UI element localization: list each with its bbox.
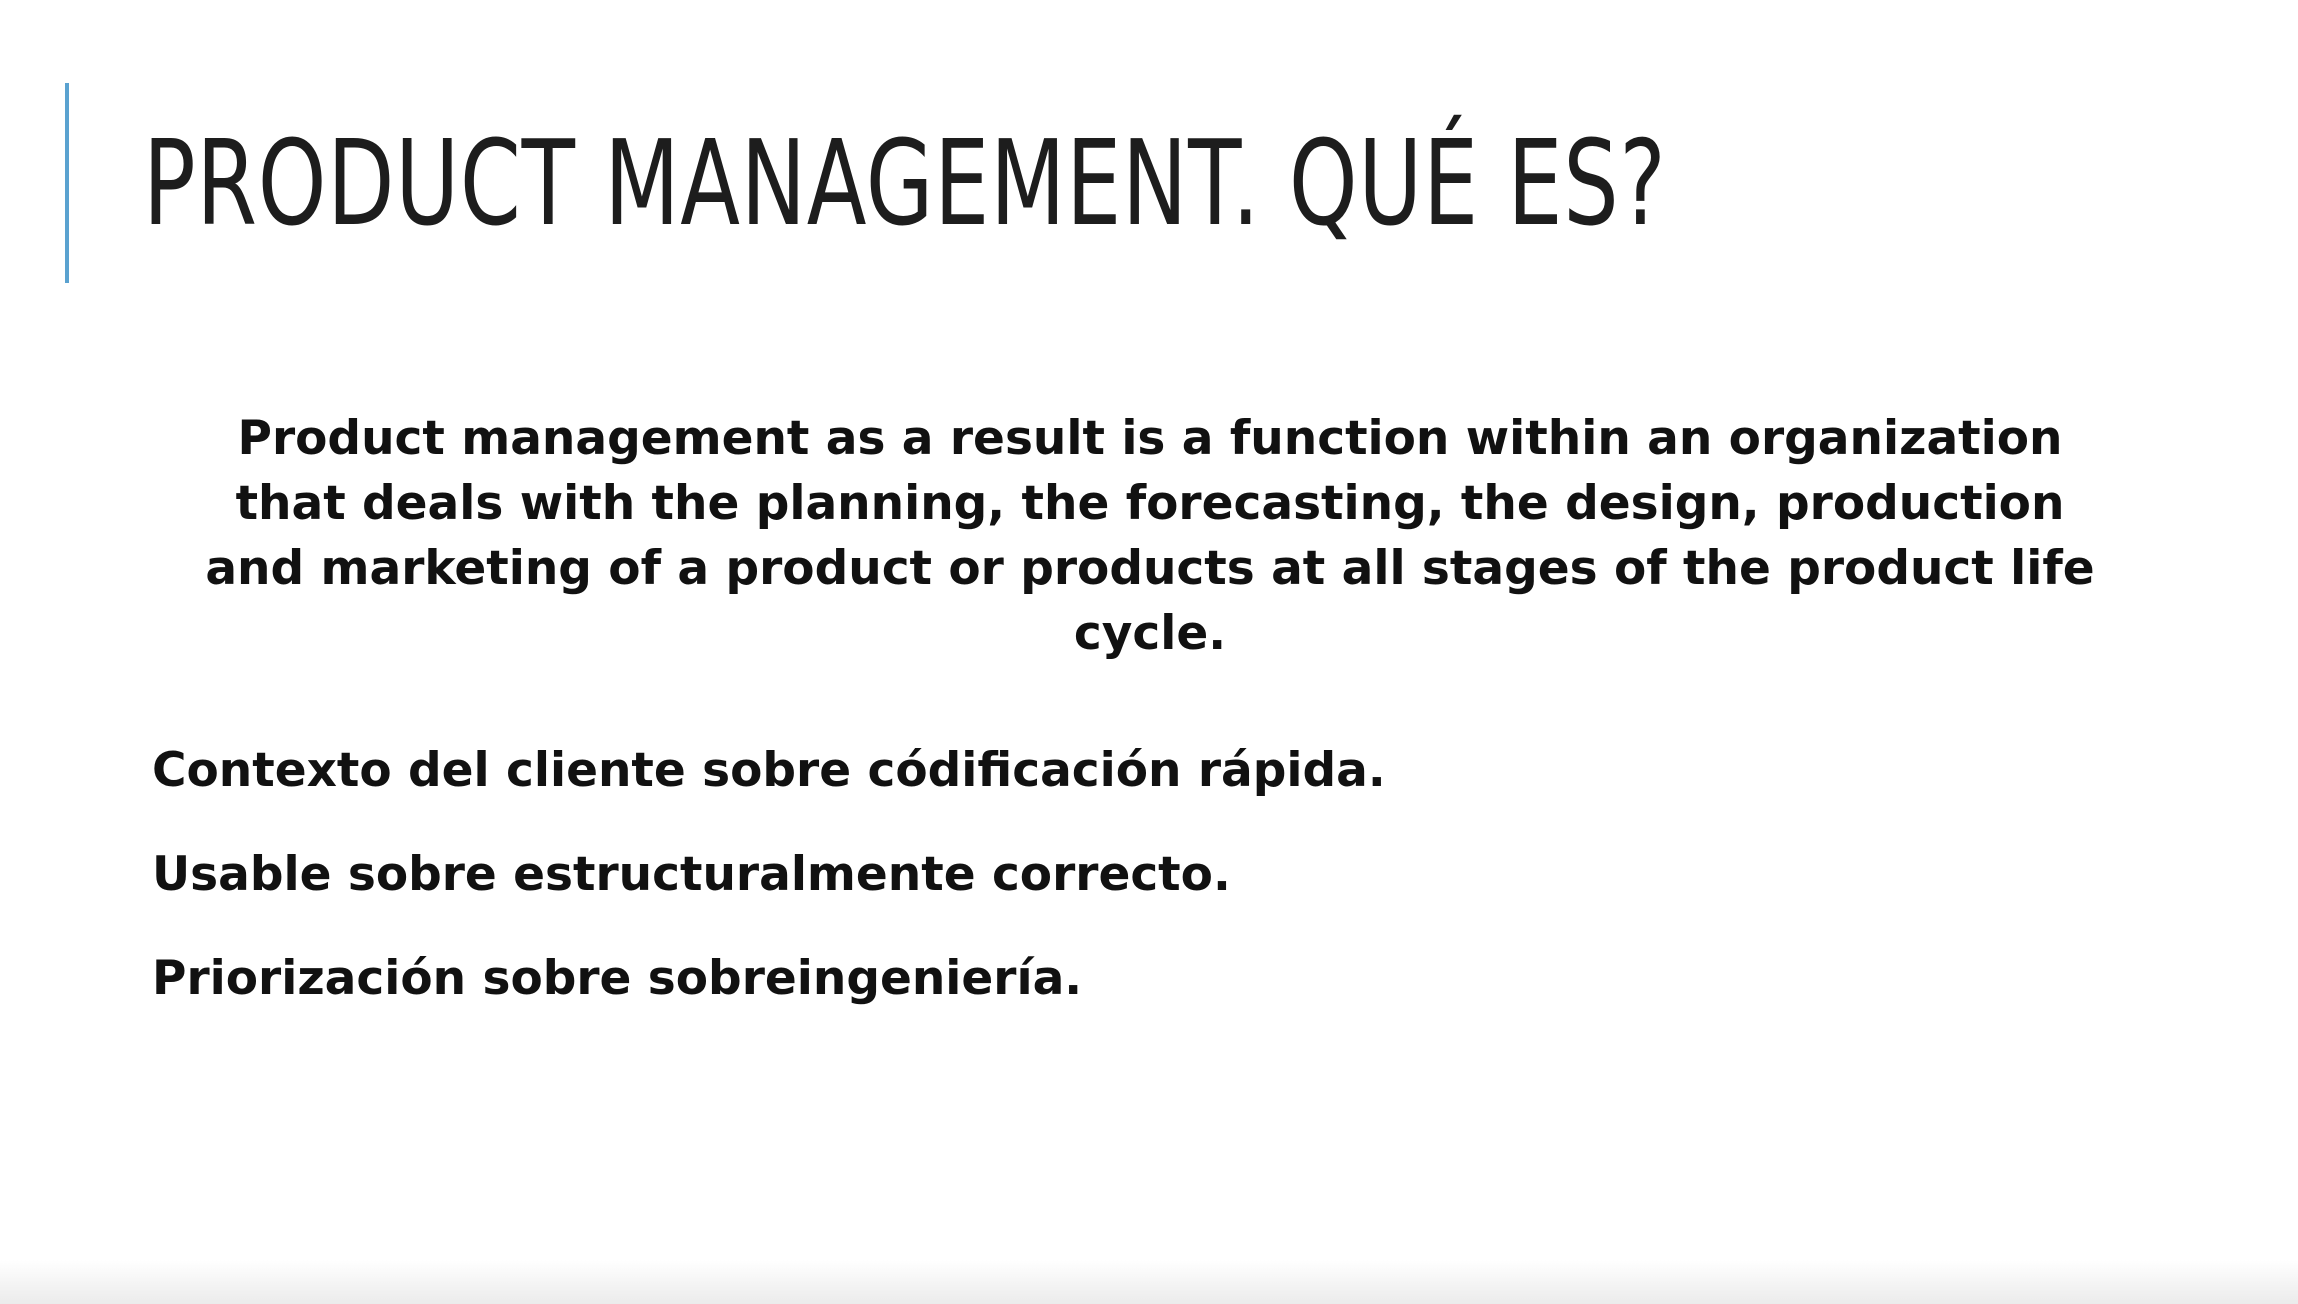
bottom-edge-shadow xyxy=(0,1260,2298,1304)
slide-title: PRODUCT MANAGEMENT. QUÉ ES? xyxy=(143,114,1667,252)
key-points-list: Contexto del cliente sobre códificación … xyxy=(152,741,1386,1053)
title-accent-bar xyxy=(65,83,69,283)
definition-paragraph: Product management as a result is a func… xyxy=(205,411,2095,661)
key-point: Priorización sobre sobreingeniería. xyxy=(152,951,1083,1006)
key-point: Contexto del cliente sobre códificación … xyxy=(152,743,1386,798)
key-point: Usable sobre estructuralmente correcto. xyxy=(152,847,1231,902)
